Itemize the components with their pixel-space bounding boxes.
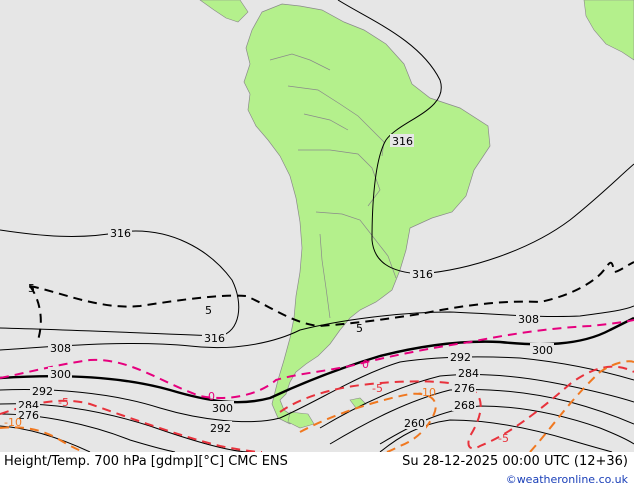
contour-300 bbox=[0, 316, 634, 404]
height-label-text: 292 bbox=[210, 422, 231, 435]
height-label-text: 300 bbox=[50, 368, 71, 381]
height-label: 276 bbox=[452, 381, 476, 395]
contour-292 bbox=[0, 356, 634, 423]
map-canvas: 316 316 316 316 308 308 300 300 300 292 … bbox=[0, 0, 634, 452]
height-label-text: 316 bbox=[204, 332, 225, 345]
temp-label: 0 bbox=[208, 390, 215, 403]
temp-label: 5 bbox=[28, 282, 35, 295]
height-label: 316 bbox=[202, 331, 226, 345]
isotherm-pos5 bbox=[29, 261, 634, 341]
height-label-text: 284 bbox=[458, 367, 479, 380]
height-label-text: 316 bbox=[110, 227, 131, 240]
africa-land bbox=[583, 0, 634, 61]
height-label: 300 bbox=[530, 343, 554, 357]
temp-label: 5 bbox=[356, 322, 363, 335]
temp-label: -10 bbox=[4, 416, 22, 429]
temp-label: -5 bbox=[372, 382, 383, 395]
temp-label: 5 bbox=[205, 304, 212, 317]
weather-map: 316 316 316 316 308 308 300 300 300 292 … bbox=[0, 0, 634, 452]
temp-label: -10 bbox=[418, 386, 436, 399]
height-label: 292 bbox=[448, 350, 472, 364]
height-label-text: 292 bbox=[32, 385, 53, 398]
height-label-text: 276 bbox=[18, 409, 39, 422]
height-label: 268 bbox=[452, 398, 476, 412]
height-label-text: 300 bbox=[212, 402, 233, 415]
contour-260 bbox=[379, 419, 613, 452]
height-label-text: 300 bbox=[532, 344, 553, 357]
height-label-text: 292 bbox=[450, 351, 471, 364]
isotherm-neg10 bbox=[0, 360, 634, 452]
height-label-text: 316 bbox=[392, 135, 413, 148]
height-label-text: 268 bbox=[454, 399, 475, 412]
central-america-land bbox=[199, 0, 249, 23]
contour-284 bbox=[0, 373, 634, 452]
temp-label-layer: 5 5 5 0 0 -5 -5 -10 -10 -5 bbox=[4, 282, 509, 445]
valid-time: Su 28-12-2025 00:00 UTC (12+36) bbox=[402, 454, 628, 469]
height-label: 276 bbox=[16, 408, 40, 422]
height-label-layer: 316 316 316 316 308 308 300 300 300 292 … bbox=[16, 134, 554, 435]
footer-row: Height/Temp. 700 hPa [gdmp][°C] CMC ENS … bbox=[4, 454, 628, 472]
map-title: Height/Temp. 700 hPa [gdmp][°C] CMC ENS bbox=[4, 454, 288, 469]
height-label: 308 bbox=[48, 341, 72, 355]
height-label: 316 bbox=[390, 134, 414, 148]
height-label: 316 bbox=[410, 267, 434, 281]
contour-316-west bbox=[0, 229, 240, 337]
tierra-del-fuego bbox=[287, 411, 315, 429]
map-footer: Height/Temp. 700 hPa [gdmp][°C] CMC ENS … bbox=[0, 452, 634, 490]
temp-label: -5 bbox=[58, 396, 69, 409]
country-borders bbox=[269, 53, 397, 319]
height-label-text: 276 bbox=[454, 382, 475, 395]
isotherm-0 bbox=[0, 319, 634, 399]
temp-label: 0 bbox=[362, 358, 369, 371]
contour-308 bbox=[0, 305, 634, 351]
height-label: 308 bbox=[516, 312, 540, 326]
height-label-text: 316 bbox=[412, 268, 433, 281]
contour-316-north bbox=[337, 0, 634, 275]
temp-label: -5 bbox=[498, 432, 509, 445]
height-label: 316 bbox=[108, 226, 132, 240]
height-label-text: 308 bbox=[50, 342, 71, 355]
height-label: 292 bbox=[30, 384, 54, 398]
temperature-isotherms bbox=[0, 261, 634, 452]
height-label-text: 308 bbox=[518, 313, 539, 326]
credit-link[interactable]: ©weatheronline.co.uk bbox=[505, 473, 628, 486]
height-label: 300 bbox=[48, 367, 72, 381]
height-label: 300 bbox=[210, 401, 234, 415]
height-label: 292 bbox=[208, 421, 232, 435]
height-label-text: 260 bbox=[404, 417, 425, 430]
isotherm-neg5 bbox=[0, 365, 634, 452]
height-label: 284 bbox=[456, 366, 480, 380]
height-label: 260 bbox=[402, 416, 426, 430]
